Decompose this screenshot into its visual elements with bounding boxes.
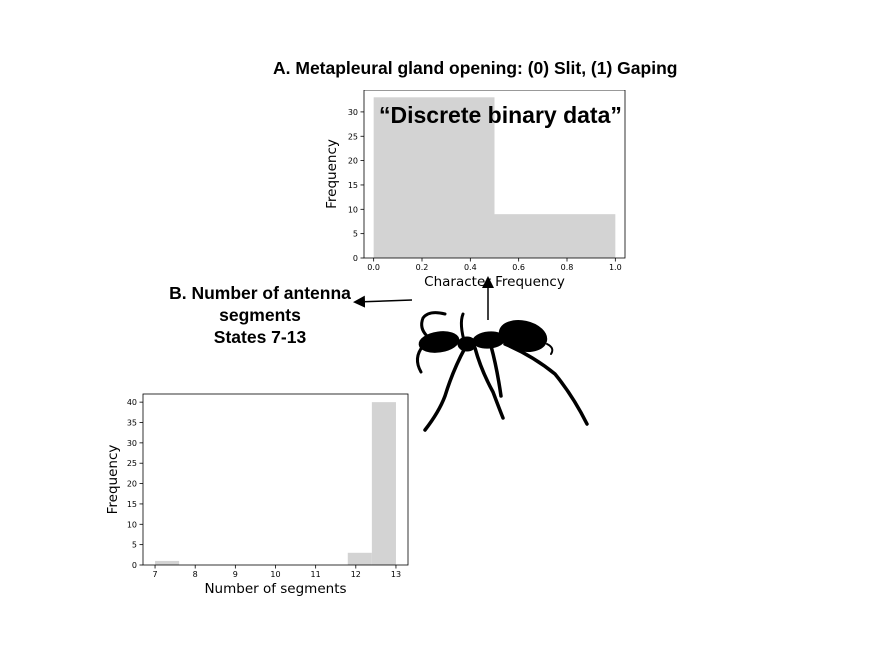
x-tick-label: 11 (311, 570, 321, 579)
y-tick-label: 20 (127, 480, 137, 489)
histogram-bar (155, 560, 180, 565)
y-tick-label: 10 (127, 520, 137, 529)
y-tick-label: 5 (353, 230, 358, 239)
x-tick-label: 10 (270, 570, 280, 579)
histogram-bar (371, 402, 396, 565)
y-tick-label: 15 (127, 500, 137, 509)
panel-b-title-line-3: States 7-13 (213, 327, 307, 347)
x-tick-label: 1.0 (609, 263, 622, 272)
x-tick-label: 0.2 (416, 263, 429, 272)
y-tick-label: 40 (127, 398, 137, 407)
chart-b: 7 8 9 10 11 12 13 0 5 10 15 20 25 30 35 40 Number of seg… (105, 393, 409, 597)
panel-b-title-line-1: B. Number of antenna (169, 283, 351, 303)
panel-b-title: B. Number of antenna segments States 7-1… (150, 282, 370, 348)
y-axis-label: Frequency (324, 139, 340, 209)
y-tick-label: 35 (127, 419, 137, 428)
x-axis-label: Number of segments (204, 581, 346, 597)
y-tick-label: 20 (348, 157, 358, 166)
x-tick-label: 8 (193, 570, 198, 579)
panel-b-title-line-2: segments (219, 305, 301, 325)
chart-a: 0.0 0.2 0.4 0.6 0.8 1.0 0 5 10 15 20 25 30 Character … (324, 90, 626, 290)
x-tick-label: 9 (233, 570, 238, 579)
y-tick-label: 10 (348, 205, 358, 214)
y-tick-label: 0 (353, 254, 358, 263)
x-tick-label: 12 (351, 570, 361, 579)
x-axis-label: Character Frequency (424, 274, 565, 290)
panel-a-title: A. Metapleural gland opening: (0) Slit, … (273, 58, 678, 78)
plot-frame (363, 90, 626, 259)
discrete-binary-callout: “Discrete binary data” (379, 102, 622, 128)
x-tick-label: 0.0 (367, 263, 380, 272)
y-tick-label: 25 (348, 132, 358, 141)
x-tick-label: 7 (152, 570, 157, 579)
arrow-to-panel-b (353, 295, 413, 308)
x-tick-label: 0.6 (512, 263, 525, 272)
y-tick-label: 25 (127, 459, 137, 468)
y-tick-label: 0 (132, 561, 137, 570)
x-tick-label: 13 (391, 570, 401, 579)
histogram-bar (373, 97, 495, 258)
y-tick-label: 30 (127, 439, 137, 448)
y-tick-label: 5 (132, 541, 137, 550)
y-axis-label: Frequency (105, 445, 121, 515)
y-tick-label: 15 (348, 181, 358, 190)
histogram-bar (347, 552, 372, 565)
ant-silhouette-icon (416, 311, 589, 432)
x-tick-label: 0.4 (464, 263, 477, 272)
histogram-bar (494, 214, 616, 258)
x-tick-label: 0.8 (561, 263, 574, 272)
y-tick-label: 30 (348, 108, 358, 117)
